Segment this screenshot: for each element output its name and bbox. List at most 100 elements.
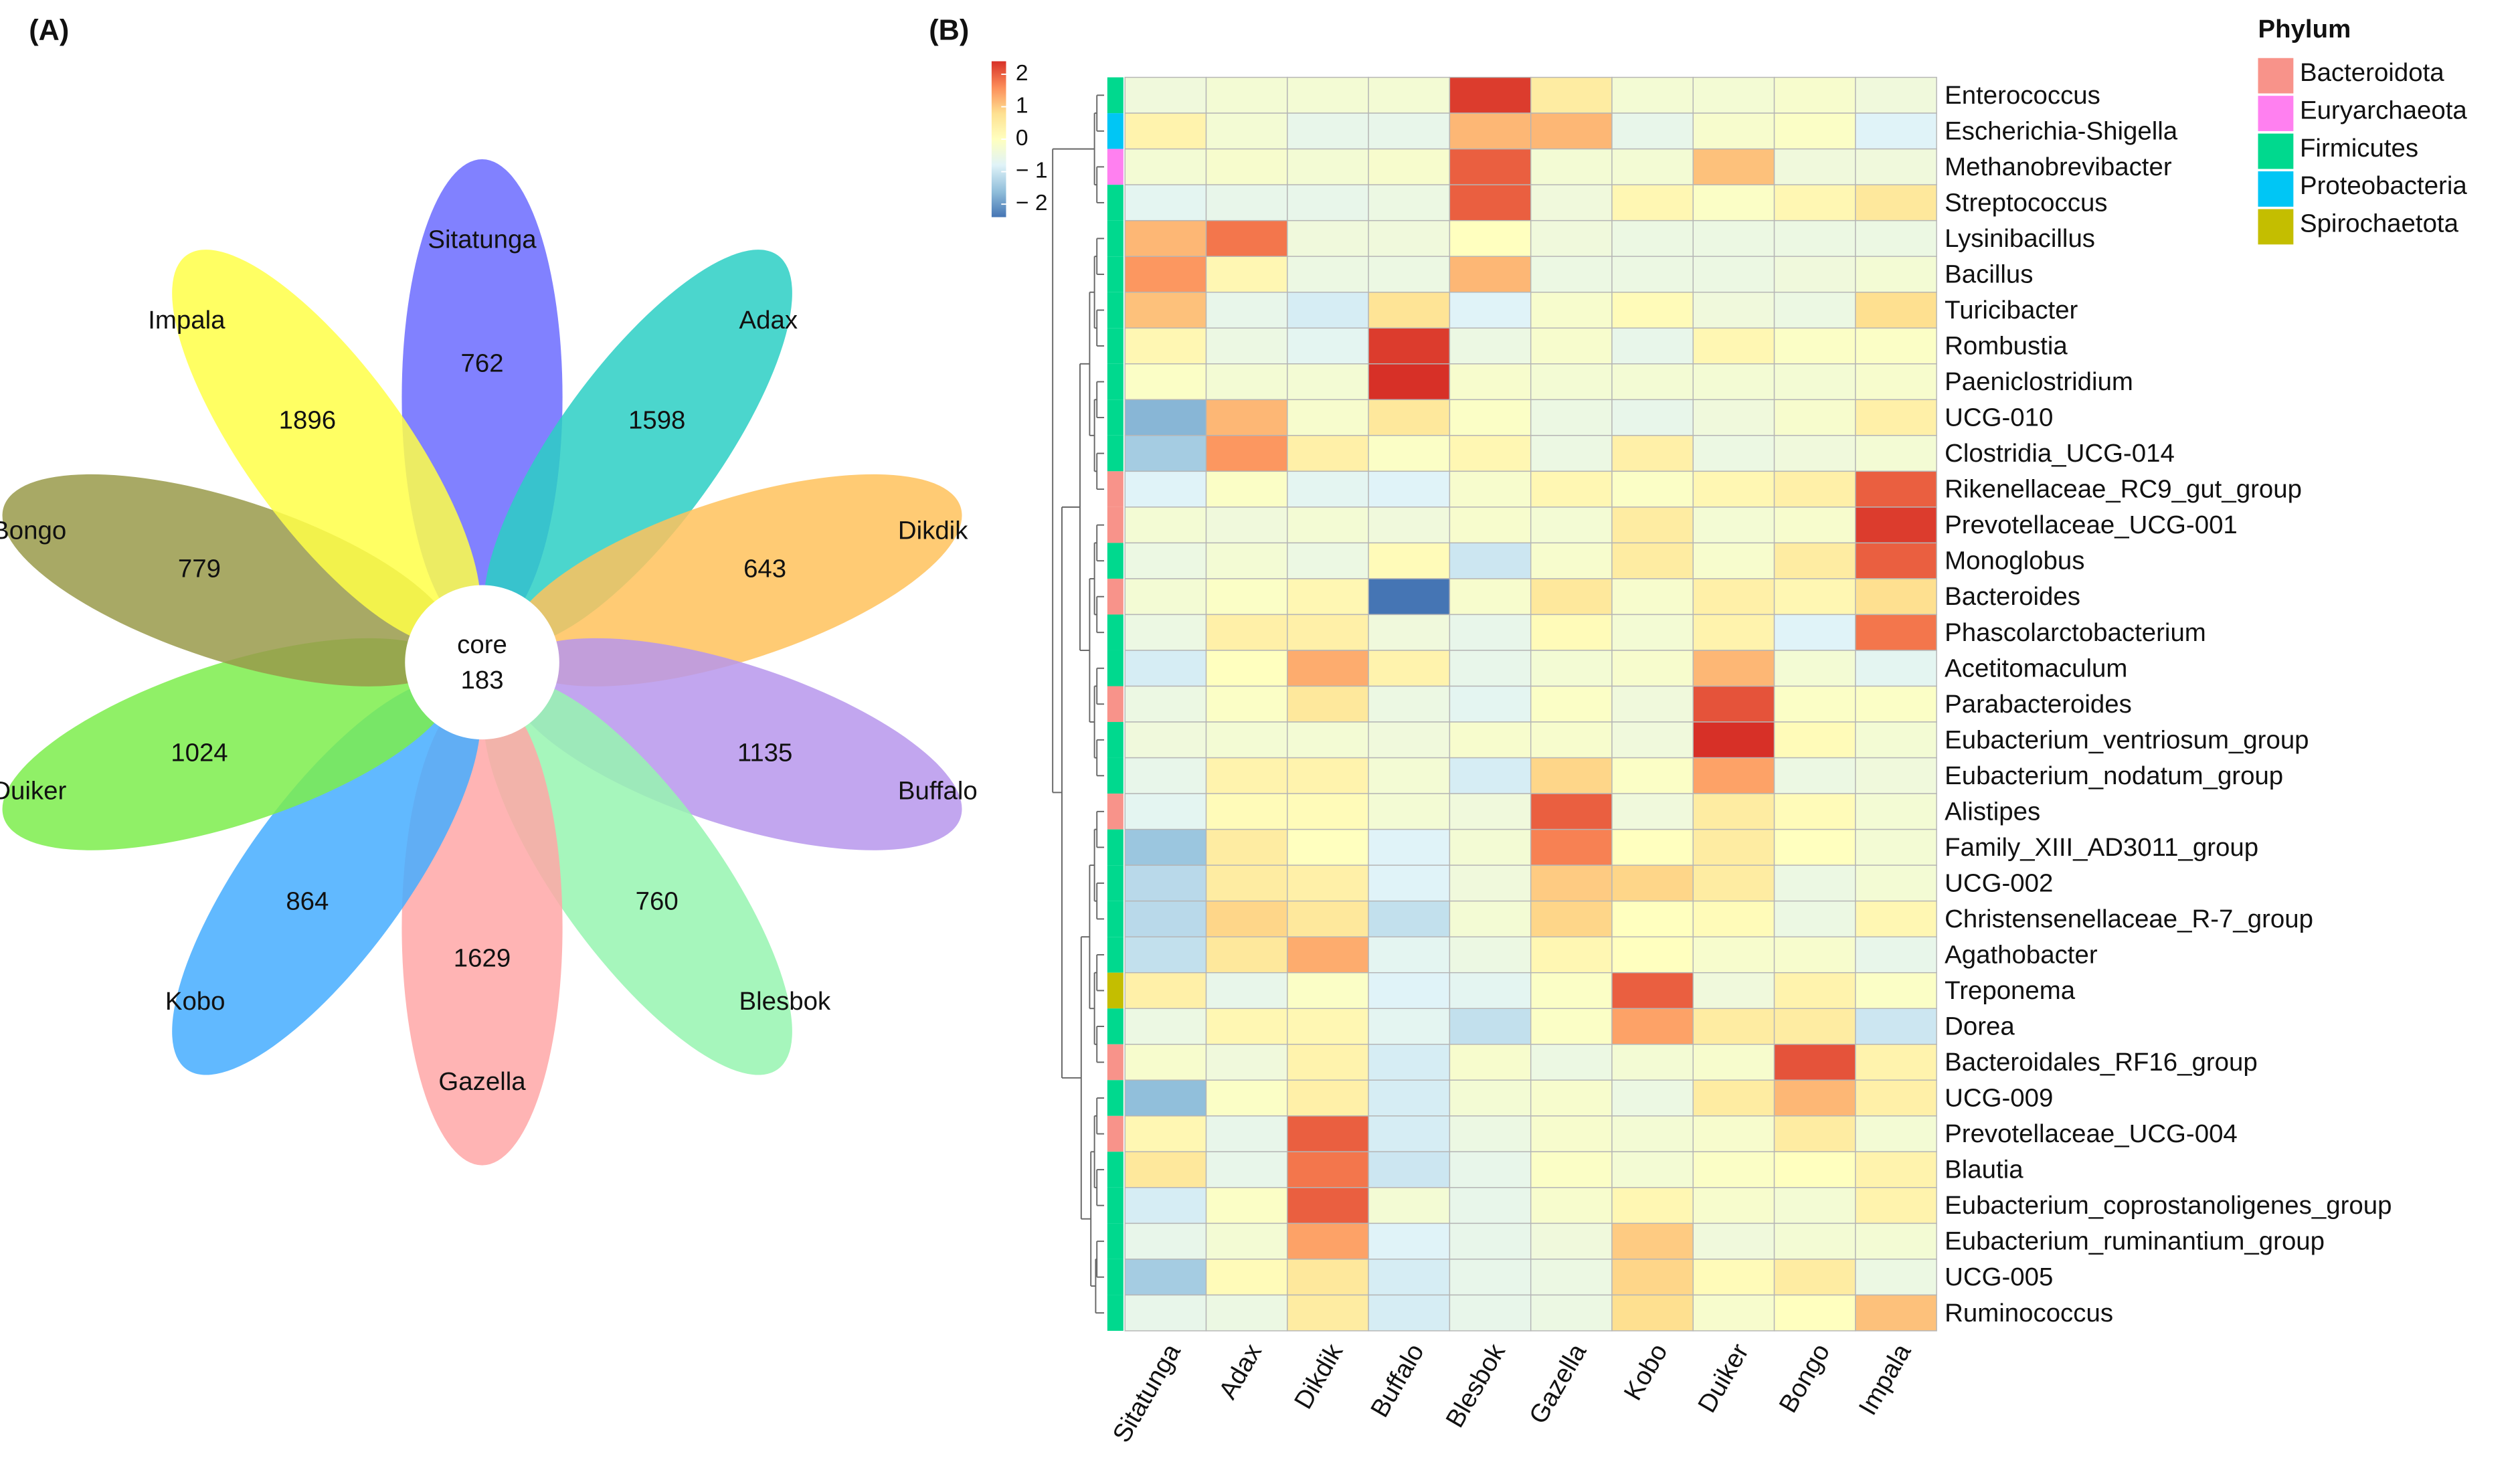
row-annotation xyxy=(1107,686,1123,723)
heat-cell xyxy=(1287,1008,1369,1045)
row-label: Eubacterium_ruminantium_group xyxy=(1945,1227,2325,1256)
heat-cell xyxy=(1124,900,1207,937)
heat-cell xyxy=(1368,650,1451,687)
heat-cell xyxy=(1449,1294,1532,1332)
heat-cell xyxy=(1855,112,1937,150)
row-annotation xyxy=(1107,292,1123,329)
heat-cell xyxy=(1692,112,1775,150)
heat-cell xyxy=(1368,399,1451,436)
heat-cell xyxy=(1773,900,1856,937)
column-label: Buffalo xyxy=(1365,1339,1430,1422)
heat-cell xyxy=(1368,363,1451,401)
heat-cell xyxy=(1205,219,1288,257)
row-label: UCG-002 xyxy=(1945,868,2053,897)
heat-cell xyxy=(1611,1259,1694,1296)
petal-count: 1135 xyxy=(737,738,793,767)
heat-cell xyxy=(1773,757,1856,794)
petal-label: Kobo xyxy=(165,987,226,1016)
row-annotation xyxy=(1107,1152,1123,1188)
heat-cell xyxy=(1855,1187,1937,1224)
heat-cell xyxy=(1124,864,1207,902)
heat-cell xyxy=(1530,1044,1613,1081)
heat-cell xyxy=(1530,900,1613,937)
heat-cell xyxy=(1773,936,1856,974)
heat-cell xyxy=(1205,1259,1288,1296)
heat-cell xyxy=(1124,1151,1207,1188)
petal xyxy=(2,638,458,850)
legend-swatch xyxy=(2258,58,2294,94)
heat-cell xyxy=(1287,721,1369,759)
heat-cell xyxy=(1855,721,1937,759)
colorbar xyxy=(991,61,1006,217)
heat-cell xyxy=(1124,292,1207,329)
row-label: Parabacteroides xyxy=(1945,690,2132,719)
heat-cell xyxy=(1449,112,1532,150)
heat-cell xyxy=(1124,1079,1207,1117)
heat-cell xyxy=(1611,1187,1694,1224)
heat-cell xyxy=(1287,327,1369,365)
row-label: Methanobrevibacter xyxy=(1945,153,2172,181)
heat-cell xyxy=(1530,1187,1613,1224)
heat-cell xyxy=(1611,578,1694,616)
heat-cell xyxy=(1530,1115,1613,1153)
heat-cell xyxy=(1287,578,1369,616)
heat-cell xyxy=(1205,1151,1288,1188)
heat-cell xyxy=(1368,721,1451,759)
row-label: Agathobacter xyxy=(1945,941,2098,970)
column-label: Blesbok xyxy=(1440,1338,1511,1433)
heat-cell xyxy=(1449,1008,1532,1045)
heat-cell xyxy=(1692,1044,1775,1081)
column-label: Bongo xyxy=(1773,1339,1835,1418)
heat-cell xyxy=(1773,435,1856,472)
heat-cell xyxy=(1368,864,1451,902)
heat-cell xyxy=(1205,507,1288,544)
row-annotation xyxy=(1107,363,1123,400)
heat-cell xyxy=(1611,685,1694,723)
row-label: Paeniclostridium xyxy=(1945,367,2133,396)
heat-cell xyxy=(1124,614,1207,651)
legend-swatch xyxy=(2258,171,2294,207)
heat-cell xyxy=(1368,507,1451,544)
heat-cell xyxy=(1368,1008,1451,1045)
row-label: Bacteroides xyxy=(1945,582,2080,611)
row-label: Clostridia_UCG-014 xyxy=(1945,439,2175,468)
core-value: 183 xyxy=(460,666,503,695)
heat-cell xyxy=(1692,256,1775,293)
heat-cell xyxy=(1368,1151,1451,1188)
heat-cell xyxy=(1773,184,1856,221)
petal-label: Gazella xyxy=(438,1067,526,1096)
heat-cell xyxy=(1287,76,1369,114)
heat-cell xyxy=(1205,1044,1288,1081)
heat-cell xyxy=(1530,793,1613,830)
heat-cell xyxy=(1773,650,1856,687)
heat-cell xyxy=(1449,1115,1532,1153)
heat-cell xyxy=(1773,1151,1856,1188)
heat-cell xyxy=(1692,757,1775,794)
heat-cell xyxy=(1530,112,1613,150)
row-annotation xyxy=(1107,1259,1123,1295)
heat-cell xyxy=(1368,542,1451,579)
heat-cell xyxy=(1368,1259,1451,1296)
heat-cell xyxy=(1205,435,1288,472)
heat-cell xyxy=(1773,219,1856,257)
heat-cell xyxy=(1368,793,1451,830)
row-label: Prevotellaceae_UCG-004 xyxy=(1945,1119,2238,1148)
row-label: UCG-009 xyxy=(1945,1084,2053,1113)
heat-cell xyxy=(1124,936,1207,974)
heat-cell xyxy=(1692,507,1775,544)
heat-cell xyxy=(1287,1222,1369,1260)
heat-cell xyxy=(1205,793,1288,830)
heat-cell xyxy=(1692,936,1775,974)
heat-cell xyxy=(1692,219,1775,257)
heat-cell xyxy=(1611,507,1694,544)
heat-cell xyxy=(1205,864,1288,902)
heat-cell xyxy=(1855,757,1937,794)
heat-cell xyxy=(1692,470,1775,508)
heat-cell xyxy=(1449,148,1532,185)
heat-cell xyxy=(1692,972,1775,1009)
heat-cell xyxy=(1124,1222,1207,1260)
heat-cell xyxy=(1692,1259,1775,1296)
heat-cell xyxy=(1855,828,1937,866)
heat-cell xyxy=(1855,972,1937,1009)
heat-cell xyxy=(1287,148,1369,185)
